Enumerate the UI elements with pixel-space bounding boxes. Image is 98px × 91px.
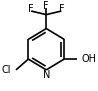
- Text: Cl: Cl: [2, 65, 11, 75]
- Text: F: F: [28, 4, 34, 14]
- Text: OH: OH: [81, 54, 96, 64]
- Text: F: F: [43, 1, 49, 11]
- Text: F: F: [59, 4, 64, 14]
- Text: N: N: [43, 70, 50, 80]
